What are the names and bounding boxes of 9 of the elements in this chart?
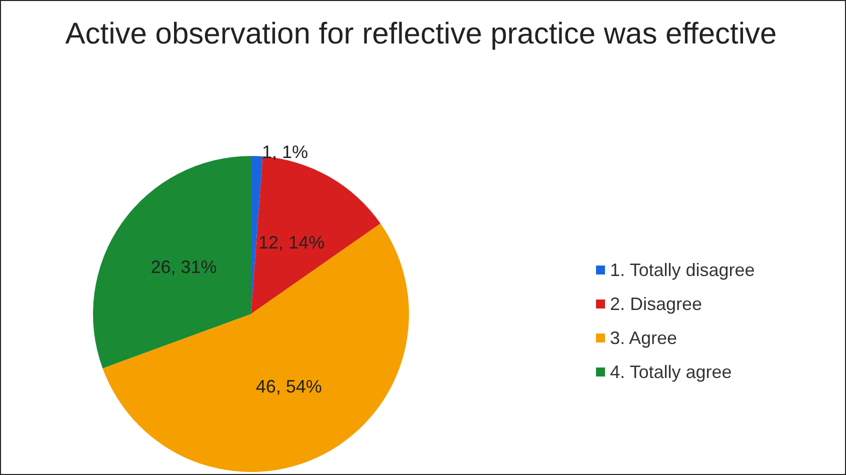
data-label: 12, 14% bbox=[258, 232, 325, 253]
legend-label: 2. Disagree bbox=[610, 294, 702, 314]
chart-title: Active observation for reflective practice was effective bbox=[65, 18, 777, 50]
data-label: 1, 1% bbox=[262, 142, 308, 162]
data-label: 46, 54% bbox=[256, 376, 322, 397]
legend-label: 1. Totally disagree bbox=[610, 260, 755, 280]
legend-label: 4. Totally agree bbox=[610, 362, 732, 382]
legend-label: 3. Agree bbox=[610, 328, 678, 348]
data-label: 26, 31% bbox=[150, 257, 217, 278]
